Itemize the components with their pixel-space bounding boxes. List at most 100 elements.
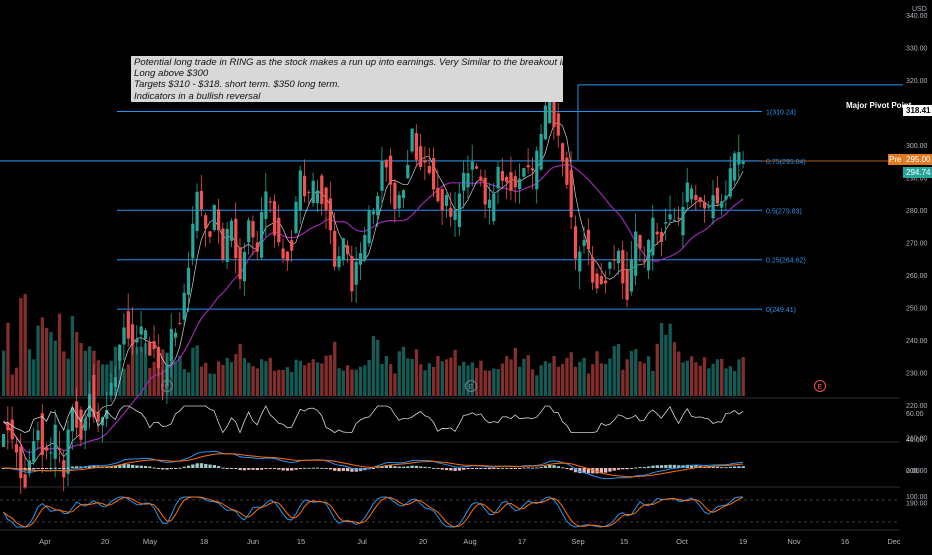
volume-bar <box>10 374 14 396</box>
volume-bar <box>350 369 354 396</box>
candle-body <box>242 251 246 282</box>
candle-body <box>384 159 388 168</box>
macd-histogram-bar <box>393 466 397 468</box>
indicator-axis-tick: 0.00 <box>906 468 920 475</box>
macd-histogram-bar <box>487 468 492 470</box>
macd-histogram-bar <box>139 465 143 468</box>
macd-histogram-bar <box>599 468 603 474</box>
macd-histogram-bar <box>328 468 333 470</box>
price-axis-tick: 260.00 <box>906 273 928 280</box>
macd-histogram-bar <box>346 468 350 472</box>
macd-histogram-bar <box>191 464 195 468</box>
macd-histogram-bar <box>483 468 487 469</box>
candle-body <box>457 193 461 228</box>
candle-body <box>582 239 586 246</box>
macd-histogram-bar <box>186 465 191 468</box>
candle-body <box>681 206 685 236</box>
volume-bar <box>131 341 135 396</box>
volume-bar <box>363 365 367 396</box>
macd-histogram-bar <box>651 465 655 468</box>
volume-bar <box>668 323 672 396</box>
volume-bar <box>389 364 393 396</box>
volume-bar <box>199 366 204 396</box>
volume-bar <box>23 293 27 396</box>
price-axis-tick: 240.00 <box>906 338 928 345</box>
volume-bar <box>320 363 324 396</box>
candle-body <box>500 171 504 181</box>
time-axis-tick: Dec <box>887 537 901 546</box>
volume-bar <box>539 365 543 396</box>
volume-bar <box>505 356 509 396</box>
candle-body <box>208 231 212 237</box>
volume-bar <box>556 366 560 396</box>
candle-body <box>711 195 715 219</box>
candle-body <box>668 214 672 220</box>
volume-bar <box>741 357 745 396</box>
price-axis-tick: 210.00 <box>906 435 928 442</box>
candle-body <box>410 128 414 152</box>
candle-body <box>281 248 285 259</box>
candle-body <box>255 242 259 252</box>
volume-bar <box>543 361 548 396</box>
volume-bar <box>358 366 363 396</box>
volume-bar <box>186 372 191 396</box>
time-axis-tick: 15 <box>620 537 628 546</box>
volume-bar <box>401 346 406 396</box>
volume-bar <box>290 372 294 396</box>
candle-body <box>66 429 70 474</box>
volume-bar <box>561 364 565 396</box>
candle-body <box>19 446 23 479</box>
macd-histogram-bar <box>27 468 32 471</box>
volume-bar <box>148 367 152 396</box>
volume-bar <box>720 358 724 396</box>
macd-histogram-bar <box>612 468 616 471</box>
candle-body <box>371 211 375 215</box>
currency-label: USD <box>912 6 927 13</box>
macd-histogram-bar <box>333 468 337 471</box>
candle-body <box>526 165 530 168</box>
time-axis-tick: 20 <box>419 537 427 546</box>
volume-bar <box>586 373 591 396</box>
axes: 360.00350.00340.00330.00320.00310.00300.… <box>39 13 928 546</box>
volume-bar <box>36 325 40 396</box>
close-price-tag: 294.74 <box>903 167 932 178</box>
note-line: Potential long trade in RING as the stoc… <box>134 57 563 68</box>
volume-bar <box>53 340 57 396</box>
last-price-tag: 295.00 <box>903 154 932 165</box>
candle-body <box>565 157 569 185</box>
candle-body <box>303 175 307 197</box>
macd-histogram-bar <box>634 467 638 469</box>
macd-histogram-bar <box>152 467 156 469</box>
volume-bar <box>212 373 216 396</box>
candle-body <box>27 460 31 474</box>
candle-body <box>604 280 608 284</box>
macd-histogram-bar <box>509 468 513 469</box>
candle-body <box>453 210 457 221</box>
macd-histogram-bar <box>419 466 423 468</box>
macd-histogram-bar <box>453 468 457 471</box>
candle-body <box>341 238 345 261</box>
note-line: Long above $300 <box>134 68 209 80</box>
volume-bar <box>139 346 143 396</box>
macd-histogram-bar <box>664 465 668 468</box>
price-axis-tick: 330.00 <box>906 45 928 52</box>
volume-bar <box>500 363 505 396</box>
candle-body <box>195 191 199 231</box>
candle-body <box>10 419 14 440</box>
candle-body <box>315 190 320 204</box>
volume-bar <box>664 334 668 396</box>
candle-body <box>49 452 53 454</box>
candle-body <box>599 276 603 285</box>
premarket-tag: Pre <box>888 154 903 165</box>
macd-histogram-bar <box>126 464 130 468</box>
candle-body <box>148 342 152 356</box>
candle-body <box>578 251 582 272</box>
price-axis-tick: 270.00 <box>906 240 928 247</box>
macd-histogram-bar <box>303 467 307 469</box>
candle-body <box>685 182 689 203</box>
volume-bar <box>672 342 677 396</box>
volume-bar <box>397 351 401 396</box>
candle-body <box>367 210 371 244</box>
candle-body <box>586 229 590 250</box>
